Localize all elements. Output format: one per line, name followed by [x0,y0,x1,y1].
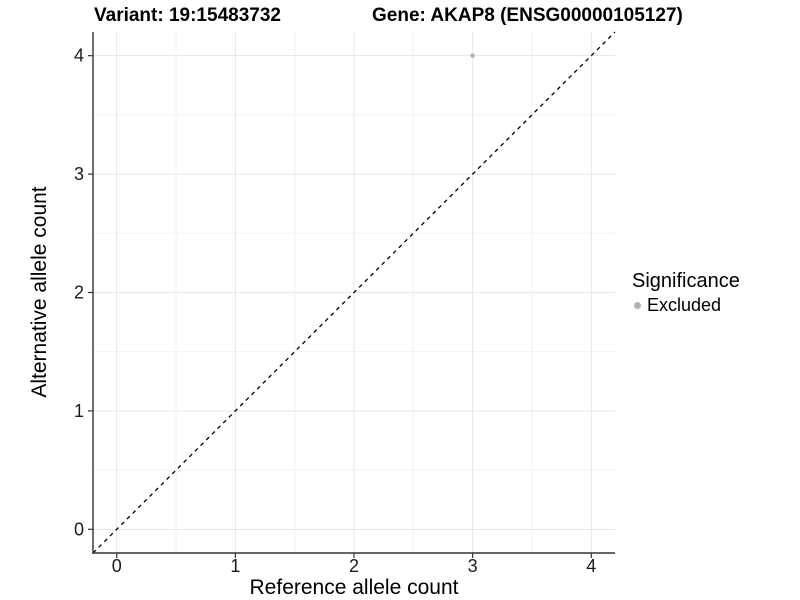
x-tick-label: 2 [349,556,359,576]
x-axis-title: Reference allele count [249,576,459,599]
x-tick-label: 3 [468,556,478,576]
x-tick-label: 4 [586,556,596,576]
y-tick-label: 4 [74,46,84,66]
x-tick-label: 0 [112,556,122,576]
y-tick-label: 2 [74,283,84,303]
legend-point-icon [634,302,641,309]
legend: Significance Excluded [632,269,740,316]
y-tick-label: 3 [74,164,84,184]
x-tick-label: 1 [230,556,240,576]
legend-items: Excluded [632,295,740,316]
legend-item-label: Excluded [647,295,722,315]
variant-title: Variant: 19:15483732 [94,5,281,26]
y-tick-label: 0 [74,519,84,539]
identity-line [92,31,616,554]
legend-title: Significance [632,270,740,292]
gene-title: Gene: AKAP8 (ENSG00000105127) [372,5,683,26]
data-point [470,53,475,58]
y-axis-title: Alternative allele count [28,186,51,398]
legend-item: Excluded [634,295,740,316]
y-tick-label: 1 [74,401,84,421]
